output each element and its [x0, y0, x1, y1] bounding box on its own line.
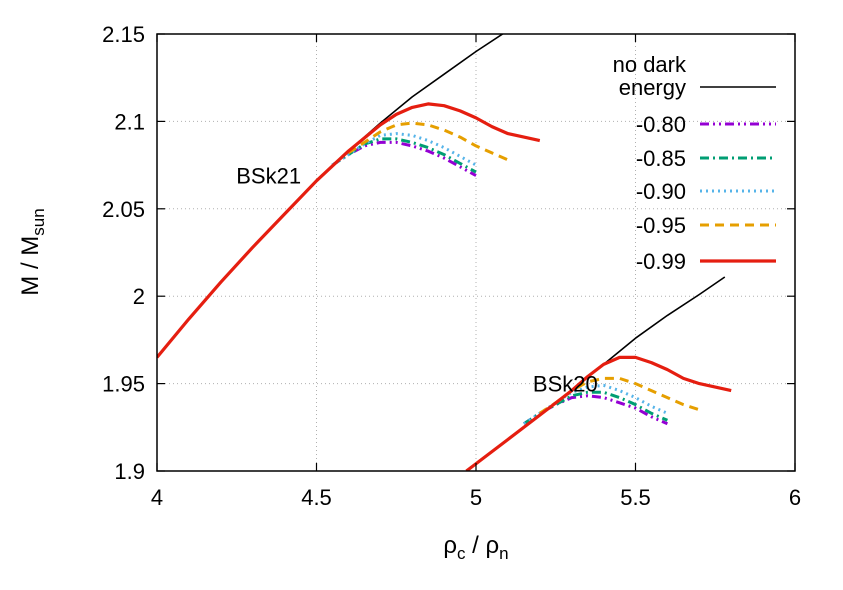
plot-frame	[156, 33, 796, 472]
legend-label: -0.90	[636, 179, 686, 204]
curve-bsk21-1	[331, 140, 477, 177]
x-tick-label: 6	[789, 485, 801, 510]
x-tick-label: 4	[151, 485, 163, 510]
legend-label: -0.99	[636, 249, 686, 274]
curve-bsk20-3	[523, 383, 669, 426]
annotation-bsk21: BSk21	[236, 164, 301, 189]
curve-bsk21-4	[347, 121, 509, 162]
y-axis-title-main: M / M	[17, 236, 44, 296]
y-tick-label: 1.95	[102, 372, 145, 397]
curve-bsk21-2	[331, 137, 477, 174]
annotations: BSk21 BSk20	[236, 164, 597, 397]
axis-ticks: 4 4.5 5 5.5 6 1.9 1.95 2 2.05 2.1 2.15	[102, 22, 801, 510]
grid-lines	[157, 34, 795, 471]
x-axis-title-sub1: c	[457, 544, 466, 563]
curves	[157, 34, 732, 471]
y-tick-label: 2.1	[114, 109, 145, 134]
x-axis-title-sub2: n	[499, 544, 508, 563]
x-tick-label: 5	[470, 485, 482, 510]
curve-bsk21-0	[157, 34, 505, 358]
y-axis-title-sub: sun	[29, 208, 48, 235]
curve-bsk20-2	[523, 390, 669, 426]
x-axis-title: ρc / ρn	[443, 532, 508, 563]
x-tick-label: 5.5	[620, 485, 651, 510]
curve-bsk21-5	[157, 102, 541, 359]
x-axis-title-sep: / ρ	[466, 532, 500, 559]
y-axis-title: M / Msun	[17, 208, 48, 295]
x-tick-label: 4.5	[301, 485, 332, 510]
legend-label: -0.85	[636, 146, 686, 171]
legend-label: -0.80	[636, 112, 686, 137]
legend-label: -0.95	[636, 213, 686, 238]
legend-label: no dark	[613, 52, 687, 77]
y-tick-label: 1.9	[114, 459, 145, 484]
annotation-bsk20: BSk20	[533, 372, 598, 397]
x-axis-title-main: ρ	[443, 532, 457, 559]
legend-label: energy	[619, 75, 686, 100]
curve-bsk20-5	[465, 355, 732, 471]
y-tick-label: 2	[133, 284, 145, 309]
y-tick-label: 2.15	[102, 22, 145, 47]
y-tick-label: 2.05	[102, 197, 145, 222]
